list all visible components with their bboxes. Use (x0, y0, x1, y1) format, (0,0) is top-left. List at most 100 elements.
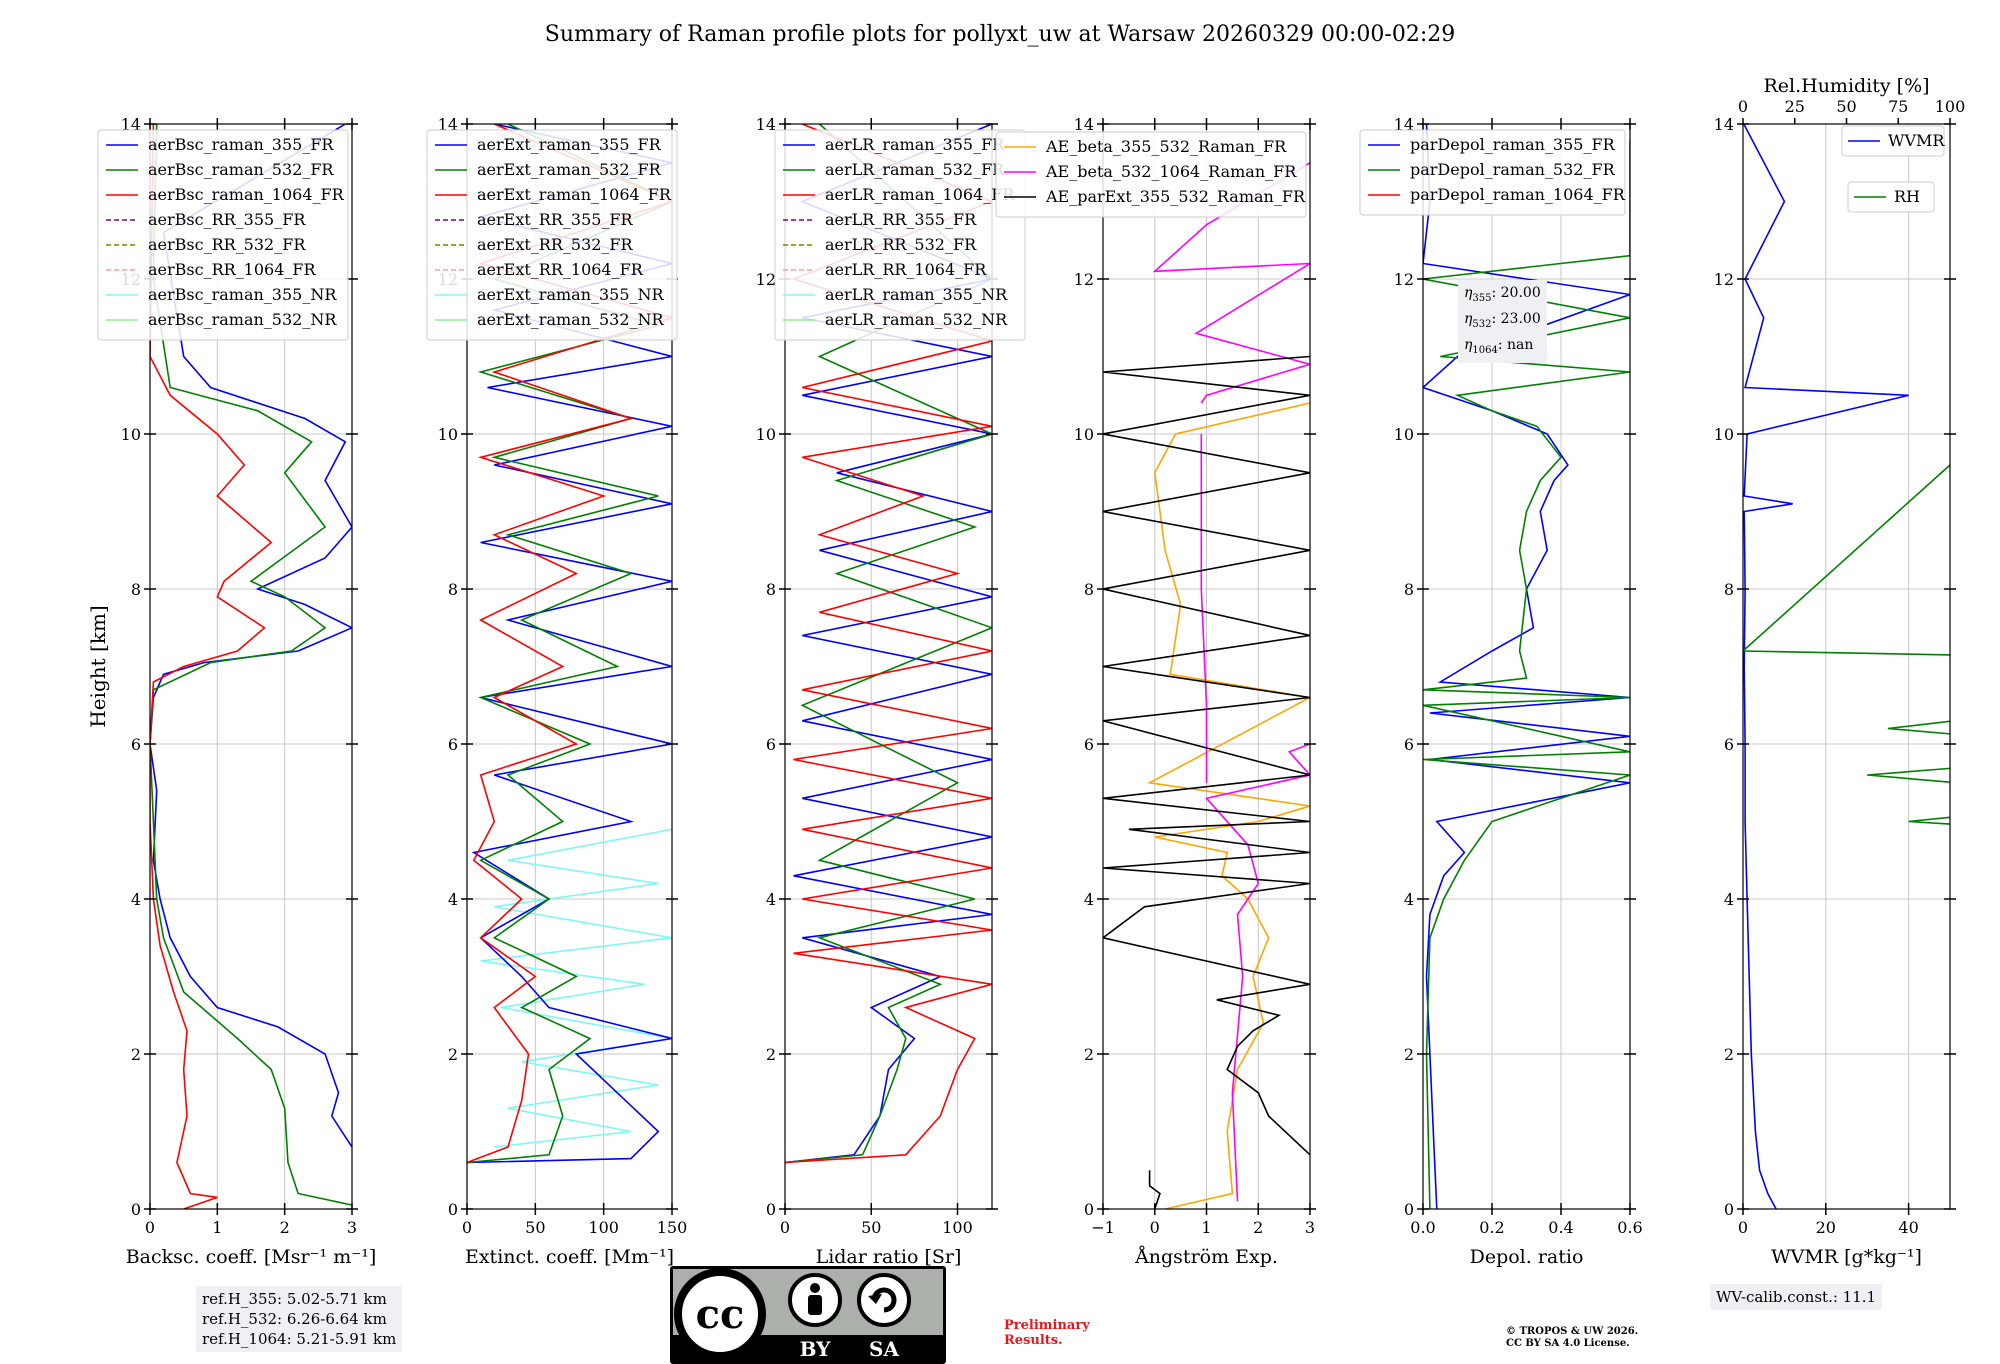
x-tick-label: 150 (657, 1218, 688, 1237)
series-ae-beta-532-1064-raman-fr-upper (1200, 434, 1208, 783)
y-tick-label: 0 (1084, 1200, 1094, 1219)
legend-label-aerlr-rr-355-fr: aerLR_RR_355_FR (825, 210, 977, 229)
cc-by-sa-badge: cc BY SA (670, 1266, 946, 1364)
x-tick-label: 40 (1898, 1218, 1918, 1237)
x-tick-label: 1 (212, 1218, 222, 1237)
y-tick-label: 8 (131, 580, 141, 599)
legend-box (97, 129, 349, 341)
series-aerext-raman-1064-fr (467, 124, 672, 1164)
y-tick-label: 4 (1404, 890, 1414, 909)
y-axis-label: Height [km] (86, 605, 110, 727)
top-x-tick-label: 100 (1935, 97, 1966, 116)
y-tick-label: 0 (131, 1200, 141, 1219)
y-tick-label: 10 (756, 425, 776, 444)
x-tick-label: 0.0 (1410, 1218, 1435, 1237)
badge-sa-label: SA (869, 1337, 899, 1361)
x-tick-label: 20 (1816, 1218, 1836, 1237)
legend-label-aerbsc-raman-532-fr: aerBsc_raman_532_FR (148, 160, 334, 179)
y-tick-label: 4 (766, 890, 776, 909)
y-tick-label: 14 (438, 115, 458, 134)
x-tick-label: 0 (1738, 1218, 1748, 1237)
legend-ae: AE_beta_355_532_Raman_FR AE_beta_532_1064… (995, 131, 1307, 218)
eta-532: η532: 23.00 (1464, 310, 1541, 330)
y-tick-label: 8 (1084, 580, 1094, 599)
legend-lr: aerLR_raman_355_FR aerLR_raman_532_FR aerL… (774, 129, 1026, 341)
x-tick-label: 50 (525, 1218, 545, 1237)
series-ae-parext-355-532-raman-fr-2 (1103, 355, 1310, 1156)
x-axis-label: Depol. ratio (1470, 1246, 1584, 1268)
legend-label-aerlr-raman-355-fr: aerLR_raman_355_FR (825, 135, 1005, 154)
badge-by-label: BY (800, 1337, 832, 1361)
legend-ext: aerExt_raman_355_FR aerExt_raman_532_FRae… (426, 129, 678, 341)
y-tick-label: 6 (448, 735, 458, 754)
series-aerlr-raman-532-fr (785, 124, 992, 1164)
y-tick-label: 14 (1394, 115, 1414, 134)
y-tick-label: 6 (1724, 735, 1734, 754)
ref-height-1064: ref.H_1064: 5.21-5.91 km (202, 1330, 397, 1348)
x-axis-label: Backsc. coeff. [Msr⁻¹ m⁻¹] (126, 1246, 377, 1268)
cc-logo-icon (674, 1268, 766, 1360)
series-aerlr-raman-1064-fr (785, 124, 992, 1164)
legend-label-aerlr-raman-532-nr: aerLR_raman_532_NR (825, 310, 1008, 329)
y-tick-label: 8 (1404, 580, 1414, 599)
share-alike-icon (857, 1273, 911, 1327)
y-tick-label: 2 (131, 1045, 141, 1064)
x-axis-label: Lidar ratio [Sr] (816, 1246, 962, 1268)
axes-frame (784, 123, 993, 1210)
series-ae-beta-532-1064-raman-fr-top (1152, 162, 1310, 404)
wv-calib-constant: WV-calib.const.: 11.1 (1710, 1284, 1883, 1310)
y-tick-label: 12 (1074, 270, 1094, 289)
y-tick-label: 6 (131, 735, 141, 754)
top-x-tick-label: 50 (1836, 97, 1856, 116)
x-tick-label: 0 (780, 1218, 790, 1237)
y-tick-label: 12 (1714, 270, 1734, 289)
eta-box: η355: 20.00 η532: 23.00 η1064: nan (1458, 280, 1547, 364)
copyright-notice: © TROPOS & UW 2026. CC BY SA 4.0 License… (1506, 1326, 1639, 1349)
series-pardepol-raman-532-fr (1423, 139, 1630, 1209)
y-tick-label: 10 (1394, 425, 1414, 444)
legend-label-aerbsc-raman-355-fr: aerBsc_raman_355_FR (148, 135, 334, 154)
x-tick-label: 50 (861, 1218, 881, 1237)
y-tick-label: 10 (438, 425, 458, 444)
x-tick-label: 100 (942, 1218, 973, 1237)
legend-label-aerbsc-raman-355-nr: aerBsc_raman_355_NR (148, 285, 337, 304)
legend-label-aerext-raman-532-nr: aerExt_raman_532_NR (477, 310, 665, 329)
legend-depol: parDepol_raman_355_FR parDepol_raman_532_… (1359, 129, 1626, 216)
series-aerbsc-raman-355-fr (150, 124, 352, 1148)
series-ae-beta-355-532-raman-fr (1147, 402, 1310, 1209)
x-tick-label: 100 (588, 1218, 619, 1237)
eta-1064: η1064: nan (1464, 336, 1534, 356)
y-tick-label: 4 (1724, 890, 1734, 909)
y-tick-label: 12 (756, 270, 776, 289)
legend-label-aerbsc-raman-532-nr: aerBsc_raman_532_NR (148, 310, 337, 329)
y-tick-label: 14 (1714, 115, 1734, 134)
legend-label-aerbsc-rr-532-fr: aerBsc_RR_532_FR (148, 235, 306, 254)
y-tick-label: 14 (121, 115, 141, 134)
y-tick-label: 4 (131, 890, 141, 909)
series-aerbsc-raman-1064-fr (150, 124, 273, 1209)
y-tick-label: 10 (121, 425, 141, 444)
y-tick-label: 0 (1404, 1200, 1414, 1219)
x-axis-label: WVMR [g*kg⁻¹] (1771, 1246, 1922, 1268)
series-aerbsc-raman-532-fr (150, 124, 352, 1206)
legend-box (426, 129, 678, 341)
top-x-tick-label: 0 (1738, 97, 1748, 116)
y-tick-label: 12 (1394, 270, 1414, 289)
legend-label-pardepol-raman-532-fr: parDepol_raman_532_FR (1410, 160, 1616, 179)
y-tick-label: 14 (1074, 115, 1094, 134)
legend-label-aerlr-raman-532-fr: aerLR_raman_532_FR (825, 160, 1005, 179)
series-ae-parext-355-532-raman-fr (1148, 1170, 1161, 1209)
x-tick-label: −1 (1091, 1218, 1115, 1237)
x-tick-label: 0.4 (1548, 1218, 1573, 1237)
cc-logo-text: cc (696, 1291, 745, 1338)
series-pardepol-raman-355-fr (1423, 124, 1630, 1209)
x-tick-label: 0.6 (1617, 1218, 1642, 1237)
y-tick-label: 6 (766, 735, 776, 754)
top-x-tick-label: 75 (1888, 97, 1908, 116)
ref-height-532: ref.H_532: 6.26-6.64 km (202, 1310, 387, 1328)
x-tick-label: 0 (462, 1218, 472, 1237)
y-tick-label: 4 (448, 890, 458, 909)
axes-frame (1422, 123, 1631, 1210)
legend-label-aerext-rr-1064-fr: aerExt_RR_1064_FR (477, 260, 644, 279)
